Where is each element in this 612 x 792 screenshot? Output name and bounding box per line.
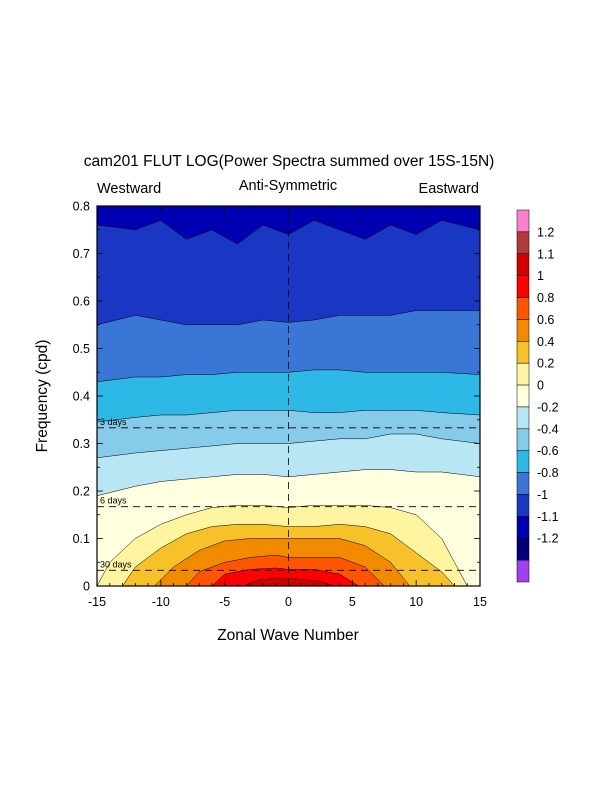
contour-line xyxy=(154,538,410,586)
y-tick-label: 0.2 xyxy=(73,485,90,499)
x-tick-label: -15 xyxy=(88,595,106,609)
colorbar-swatch xyxy=(516,319,530,342)
colorbar-label: -0.2 xyxy=(537,400,559,414)
y-tick-label: 0.3 xyxy=(73,437,90,451)
y-tick-label: 0.4 xyxy=(73,390,90,404)
colorbar-swatch xyxy=(516,384,530,408)
y-tick-label: 0.6 xyxy=(73,295,90,309)
period-label: 30 days xyxy=(100,559,132,569)
colorbar-label: 1.1 xyxy=(537,247,554,261)
y-tick-label: 0 xyxy=(83,580,90,594)
colorbar-swatch xyxy=(516,362,530,386)
colorbar-label: 0.6 xyxy=(537,313,554,327)
colorbar-label: -1.2 xyxy=(537,532,559,546)
colorbar-label: -0.4 xyxy=(537,422,559,436)
colorbar-label: -1.1 xyxy=(537,510,559,524)
colorbar: 1.2 1.1 1 0.8 0.6 0.4 0.2 0 -0.2 -0.4 -0.6 -0.8 -1 -1… xyxy=(516,209,559,583)
contour-fills xyxy=(97,206,480,586)
colorbar-label: 1.2 xyxy=(537,225,554,239)
colorbar-label: -1 xyxy=(537,488,548,502)
x-axis: -15 -10 -5 0 5 10 15 xyxy=(88,206,487,609)
x-tick-label: -10 xyxy=(152,595,170,609)
x-tick-label: 5 xyxy=(349,595,356,609)
colorbar-swatch xyxy=(516,341,530,364)
colorbar-label: -0.6 xyxy=(537,444,559,458)
contour-line xyxy=(211,567,359,586)
contour-line xyxy=(186,554,385,586)
colorbar-swatch xyxy=(516,559,530,583)
colorbar-label: 0 xyxy=(537,379,544,393)
y-tick-label: 0.7 xyxy=(73,247,90,261)
x-axis-label: Zonal Wave Number xyxy=(217,627,359,644)
colorbar-swatch xyxy=(516,537,530,561)
colorbar-swatch xyxy=(516,494,530,517)
contour-line xyxy=(122,524,455,586)
contour-region xyxy=(211,568,359,586)
eastward-label: Eastward xyxy=(419,181,479,197)
period-label: 6 days xyxy=(100,496,127,506)
colorbar-swatch xyxy=(516,209,530,233)
y-tick-label: 0.5 xyxy=(73,342,90,356)
colorbar-label: 0.8 xyxy=(537,291,554,305)
chart-title: cam201 FLUT LOG(Power Spectra summed ove… xyxy=(84,153,495,170)
period-label: 3 days xyxy=(100,417,127,427)
x-tick-label: 0 xyxy=(285,595,292,609)
y-axis-label: Frequency (cpd) xyxy=(34,340,51,453)
contour-line xyxy=(97,310,480,326)
y-tick-label: 0.1 xyxy=(73,532,90,546)
y-tick-label: 0.8 xyxy=(73,200,90,214)
reference-lines: 3 days 6 days 30 days xyxy=(97,206,480,586)
x-tick-label: -5 xyxy=(219,595,230,609)
colorbar-swatch xyxy=(516,472,530,495)
colorbar-swatch xyxy=(516,406,530,430)
colorbar-swatch xyxy=(516,450,530,473)
colorbar-label: 1 xyxy=(537,269,544,283)
x-tick-label: 15 xyxy=(473,595,487,609)
westward-label: Westward xyxy=(97,181,161,197)
x-tick-label: 10 xyxy=(409,595,423,609)
colorbar-swatch xyxy=(516,253,530,276)
colorbar-swatch xyxy=(516,428,530,451)
colorbar-label: -0.8 xyxy=(537,466,559,480)
colorbar-swatch xyxy=(516,231,530,255)
colorbar-label: 0.2 xyxy=(537,357,554,371)
colorbar-label: 0.4 xyxy=(537,335,554,349)
contour-line xyxy=(97,433,480,459)
colorbar-swatch xyxy=(516,275,530,298)
contour-line xyxy=(97,369,480,383)
y-axis: 0 0.1 0.2 0.3 0.4 0.5 0.6 0.7 0.8 xyxy=(73,200,480,594)
colorbar-swatch xyxy=(516,297,530,320)
anti-symmetric-label: Anti-Symmetric xyxy=(239,178,337,194)
colorbar-swatch xyxy=(516,516,530,539)
